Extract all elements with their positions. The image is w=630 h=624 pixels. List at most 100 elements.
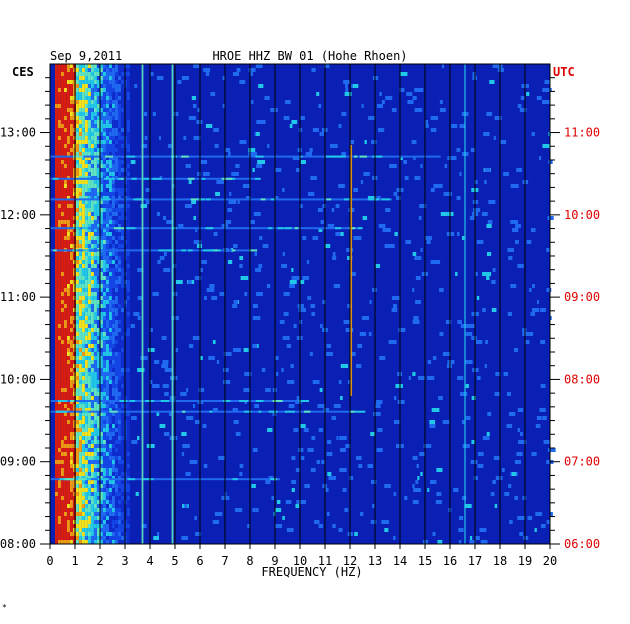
noise-speckle <box>159 424 166 428</box>
noise-cell <box>103 468 106 473</box>
noise-speckle <box>321 460 325 464</box>
noise-cell <box>70 68 73 73</box>
noise-cell <box>103 540 106 545</box>
event-streak-spot <box>75 478 79 481</box>
noise-cell <box>70 496 73 501</box>
noise-cell <box>109 196 112 201</box>
noise-cell <box>85 64 88 69</box>
noise-speckle <box>358 464 363 468</box>
noise-cell <box>118 512 121 517</box>
noise-cell <box>67 368 70 373</box>
noise-cell <box>58 160 61 165</box>
noise-cell <box>67 300 70 305</box>
noise-cell <box>61 420 64 425</box>
noise-speckle <box>166 220 174 224</box>
noise-cell <box>70 116 73 121</box>
noise-cell <box>58 484 61 489</box>
noise-cell <box>91 268 94 273</box>
noise-cell <box>85 416 88 421</box>
noise-cell <box>70 332 73 337</box>
noise-cell <box>70 208 73 213</box>
noise-cell <box>106 68 109 73</box>
noise-cell <box>109 392 112 397</box>
noise-cell <box>58 280 61 285</box>
noise-cell <box>67 440 70 445</box>
x-tick-label: 15 <box>418 554 432 568</box>
noise-cell <box>112 384 115 389</box>
noise-cell <box>73 64 76 69</box>
noise-cell <box>58 492 61 497</box>
noise-cell <box>97 208 100 213</box>
noise-cell <box>76 252 79 257</box>
noise-cell <box>115 168 118 173</box>
noise-cell <box>73 300 76 305</box>
noise-speckle <box>291 268 294 272</box>
event-streak-spot <box>197 198 205 201</box>
noise-cell <box>94 440 97 445</box>
noise-cell <box>55 356 58 361</box>
noise-cell <box>94 280 97 285</box>
noise-cell <box>64 432 67 437</box>
noise-speckle <box>546 288 552 292</box>
noise-speckle <box>187 280 192 284</box>
noise-speckle <box>445 320 452 324</box>
event-streak-spot <box>232 249 236 252</box>
noise-cell <box>112 388 115 393</box>
noise-cell <box>58 344 61 349</box>
noise-cell <box>106 264 109 269</box>
noise-cell <box>94 396 97 401</box>
noise-cell <box>79 504 82 509</box>
noise-cell <box>61 492 64 497</box>
noise-cell <box>115 440 118 445</box>
noise-cell <box>91 488 94 493</box>
noise-speckle <box>517 428 521 432</box>
noise-speckle <box>377 104 384 108</box>
noise-cell <box>82 344 85 349</box>
noise-cell <box>79 188 82 193</box>
noise-speckle <box>477 376 481 380</box>
noise-cell <box>58 316 61 321</box>
x-tick-label: 1 <box>71 554 78 568</box>
noise-cell <box>109 412 112 417</box>
noise-cell <box>70 360 73 365</box>
noise-speckle <box>451 124 458 128</box>
noise-cell <box>118 104 121 109</box>
noise-cell <box>112 144 115 149</box>
noise-cell <box>121 128 124 133</box>
noise-cell <box>82 156 85 161</box>
noise-cell <box>73 296 76 301</box>
noise-cell <box>97 468 100 473</box>
noise-cell <box>88 420 91 425</box>
noise-cell <box>91 424 94 429</box>
noise-cell <box>79 400 82 405</box>
noise-cell <box>64 168 67 173</box>
noise-cell <box>61 64 64 69</box>
noise-cell <box>73 404 76 409</box>
noise-cell <box>58 296 61 301</box>
noise-cell <box>97 440 100 445</box>
noise-cell <box>100 396 103 401</box>
noise-cell <box>76 480 79 485</box>
noise-cell <box>79 148 82 153</box>
noise-cell <box>61 396 64 401</box>
noise-cell <box>103 140 106 145</box>
noise-speckle <box>233 348 241 352</box>
noise-cell <box>127 376 130 381</box>
noise-cell <box>97 408 100 413</box>
noise-cell <box>61 416 64 421</box>
noise-cell <box>103 284 106 289</box>
noise-speckle <box>546 248 550 252</box>
noise-speckle <box>208 356 215 360</box>
noise-cell <box>100 200 103 205</box>
noise-speckle <box>152 384 160 388</box>
noise-cell <box>103 100 106 105</box>
noise-cell <box>79 520 82 525</box>
noise-cell <box>73 320 76 325</box>
noise-speckle <box>178 224 184 228</box>
noise-cell <box>73 140 76 145</box>
noise-speckle <box>459 124 466 128</box>
noise-cell <box>76 428 79 433</box>
noise-cell <box>118 64 121 69</box>
noise-speckle <box>327 440 332 444</box>
noise-cell <box>76 476 79 481</box>
